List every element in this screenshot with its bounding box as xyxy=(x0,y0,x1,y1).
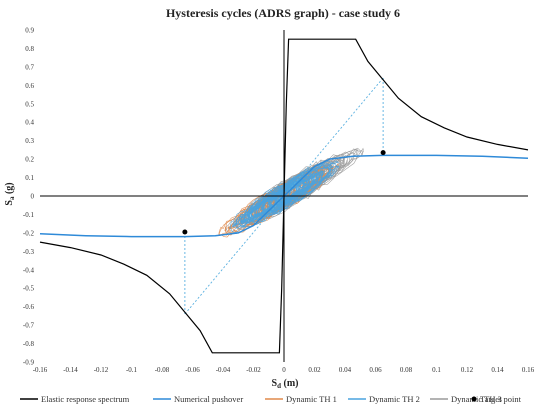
y-tick-label: 0.6 xyxy=(25,82,34,90)
loop-dynamic-th-2 xyxy=(253,180,305,219)
series-numerical-pushover xyxy=(39,195,285,238)
x-tick-label: -0.1 xyxy=(126,366,138,374)
legend-label-dynamic-th-2: Dynamic TH 2 xyxy=(369,394,420,404)
target-point xyxy=(182,229,188,235)
target-point xyxy=(380,150,386,156)
plot-area xyxy=(39,30,529,362)
y-tick-labels: -0.9 -0.8 -0.7 -0.6 -0.5 -0.4 -0.3 -0.2 -0.1 0 0.1… xyxy=(23,27,35,367)
x-tick-label: 0.04 xyxy=(339,366,352,374)
x-tick-label: -0.04 xyxy=(216,366,231,374)
x-tick-label: 0 xyxy=(282,366,286,374)
x-tick-label: 0.02 xyxy=(308,366,321,374)
hysteresis-loops xyxy=(218,147,364,238)
x-tick-label: 0.16 xyxy=(522,366,535,374)
series-numerical-pushover xyxy=(283,154,529,197)
legend: Elastic response spectrum Numerical pusho… xyxy=(20,394,522,404)
y-tick-label: -0.5 xyxy=(23,285,35,293)
series-elastic-response-spectrum xyxy=(283,38,529,197)
chart-title: Hysteresis cycles (ADRS graph) - case st… xyxy=(166,6,400,20)
loop-dynamic-th-2 xyxy=(258,160,337,217)
y-tick-label: -0.3 xyxy=(23,248,35,256)
y-tick-label: 0.2 xyxy=(25,156,34,164)
series-elastic-response-spectrum xyxy=(39,195,285,354)
y-tick-label: -0.7 xyxy=(23,322,35,330)
y-tick-label: 0 xyxy=(31,193,35,201)
y-axis-label: Sa (g) xyxy=(4,182,16,205)
x-tick-label: 0.1 xyxy=(432,366,441,374)
construction-line xyxy=(283,77,384,197)
x-tick-label: 0.14 xyxy=(491,366,504,374)
x-tick-label: -0.12 xyxy=(94,366,109,374)
y-tick-label: -0.9 xyxy=(23,359,35,367)
y-tick-label: -0.4 xyxy=(23,266,35,274)
curves xyxy=(39,38,529,354)
y-tick-label: 0.9 xyxy=(25,27,34,35)
legend-label-numerical-pushover: Numerical pushover xyxy=(174,394,243,404)
x-tick-label: -0.16 xyxy=(33,366,48,374)
y-tick-label: 0.1 xyxy=(25,174,34,182)
x-tick-label: -0.02 xyxy=(246,366,261,374)
y-tick-label: 0.4 xyxy=(25,119,34,127)
y-tick-label: -0.6 xyxy=(23,303,35,311)
x-tick-label: -0.06 xyxy=(185,366,200,374)
legend-label-target-point: Target point xyxy=(480,394,522,404)
loop-dynamic-th-2 xyxy=(269,184,287,214)
x-tick-label: 0.12 xyxy=(461,366,474,374)
loop-dynamic-th-2 xyxy=(278,171,315,205)
construction-line xyxy=(184,195,285,315)
loop-dynamic-th-2 xyxy=(244,172,314,226)
x-tick-label: 0.06 xyxy=(369,366,382,374)
y-tick-label: 0.7 xyxy=(25,63,34,71)
x-tick-labels: -0.16 -0.14 -0.12 -0.1 -0.08 -0.06 -0.04 -0.02 0… xyxy=(33,366,535,374)
y-tick-label: -0.1 xyxy=(23,211,35,219)
legend-label-dynamic-th-1: Dynamic TH 1 xyxy=(286,394,337,404)
y-tick-label: -0.8 xyxy=(23,340,35,348)
y-tick-label: 0.8 xyxy=(25,45,34,53)
x-tick-label: 0.08 xyxy=(400,366,413,374)
loop-dynamic-th-2 xyxy=(288,170,318,199)
axes xyxy=(40,30,528,362)
legend-marker-target-point xyxy=(471,396,477,402)
y-tick-label: 0.5 xyxy=(25,100,34,108)
x-tick-label: -0.08 xyxy=(155,366,170,374)
y-tick-label: 0.3 xyxy=(25,137,34,145)
x-tick-label: -0.14 xyxy=(63,366,78,374)
loop-dynamic-th-2 xyxy=(262,175,307,215)
legend-label-elastic-response-spectrum: Elastic response spectrum xyxy=(41,394,130,404)
loop-dynamic-th-2 xyxy=(259,161,340,212)
y-tick-label: -0.2 xyxy=(23,229,35,237)
loop-dynamic-th-3 xyxy=(272,148,359,206)
x-axis-label: Sd (m) xyxy=(272,378,299,390)
